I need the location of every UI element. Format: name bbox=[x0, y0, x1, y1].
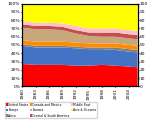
Legend: United States, Europe, Africa, Canada and Mexico, Eurasia, Central & South Ameri: United States, Europe, Africa, Canada an… bbox=[5, 102, 97, 118]
